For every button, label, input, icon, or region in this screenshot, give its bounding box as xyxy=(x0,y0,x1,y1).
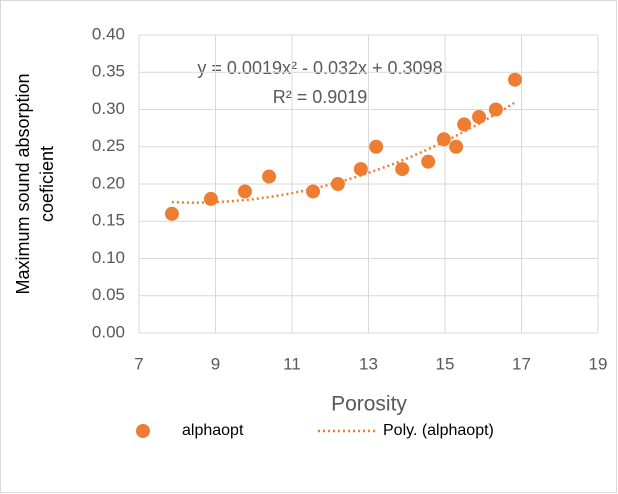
data-point xyxy=(203,191,218,206)
data-point xyxy=(507,72,522,87)
data-point xyxy=(353,162,368,177)
y-tick-label: 0.05 xyxy=(92,285,125,304)
x-tick-label: 17 xyxy=(512,354,531,373)
data-point xyxy=(330,177,345,191)
trendline-r2: R² = 0.9019 xyxy=(273,87,368,107)
y-tick-label: 0.20 xyxy=(92,173,125,192)
data-point xyxy=(262,169,277,184)
x-tick-label: 9 xyxy=(211,354,220,373)
data-point xyxy=(449,139,464,154)
y-tick-label: 0.35 xyxy=(92,62,125,81)
y-tick-label: 0.25 xyxy=(92,136,125,155)
data-point xyxy=(472,109,487,124)
y-tick-label: 0.00 xyxy=(92,322,125,341)
y-tick-label: 0.15 xyxy=(92,211,125,230)
x-tick-label: 15 xyxy=(436,354,455,373)
data-point xyxy=(488,102,503,117)
data-point xyxy=(436,132,451,147)
y-tick-label: 0.30 xyxy=(92,99,125,118)
x-tick-label: 7 xyxy=(134,354,143,373)
y-axis-label: Maximum sound absorption xyxy=(13,73,33,294)
x-tick-label: 11 xyxy=(283,354,301,373)
data-point xyxy=(237,184,252,199)
trendline-equation: y = 0.0019x² - 0.032x + 0.3098 xyxy=(197,58,442,78)
legend-label: alphaopt xyxy=(182,422,244,439)
legend-label: Poly. (alphaopt) xyxy=(383,422,494,439)
data-point xyxy=(164,206,179,221)
data-point xyxy=(306,184,321,199)
x-tick-label: 19 xyxy=(589,354,608,373)
data-point xyxy=(395,162,410,177)
legend-marker xyxy=(136,424,150,438)
data-point xyxy=(369,139,384,154)
data-point xyxy=(421,154,436,169)
data-point xyxy=(457,117,472,132)
y-axis-label: coeficient xyxy=(37,146,57,222)
x-axis-label: Porosity xyxy=(331,393,407,416)
y-tick-label: 0.40 xyxy=(92,24,125,43)
x-tick-label: 13 xyxy=(359,354,378,373)
y-tick-label: 0.10 xyxy=(92,248,125,267)
